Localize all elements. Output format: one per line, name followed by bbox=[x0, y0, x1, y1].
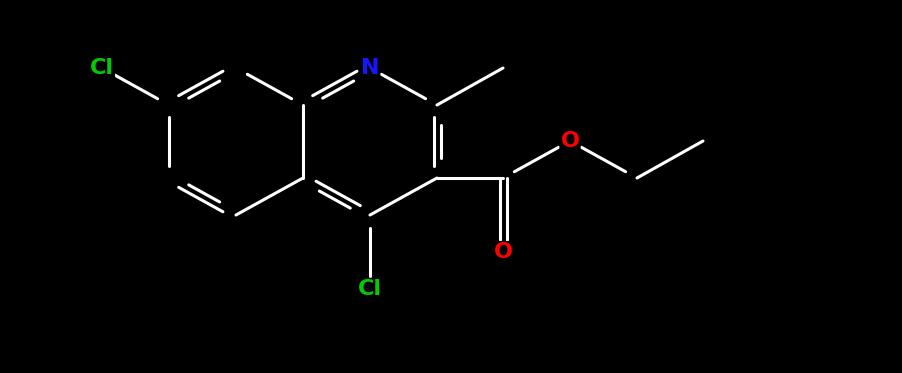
Text: Cl: Cl bbox=[358, 279, 382, 299]
Text: O: O bbox=[493, 242, 512, 262]
Text: N: N bbox=[361, 58, 379, 78]
Text: O: O bbox=[560, 131, 579, 151]
Text: Cl: Cl bbox=[90, 58, 114, 78]
